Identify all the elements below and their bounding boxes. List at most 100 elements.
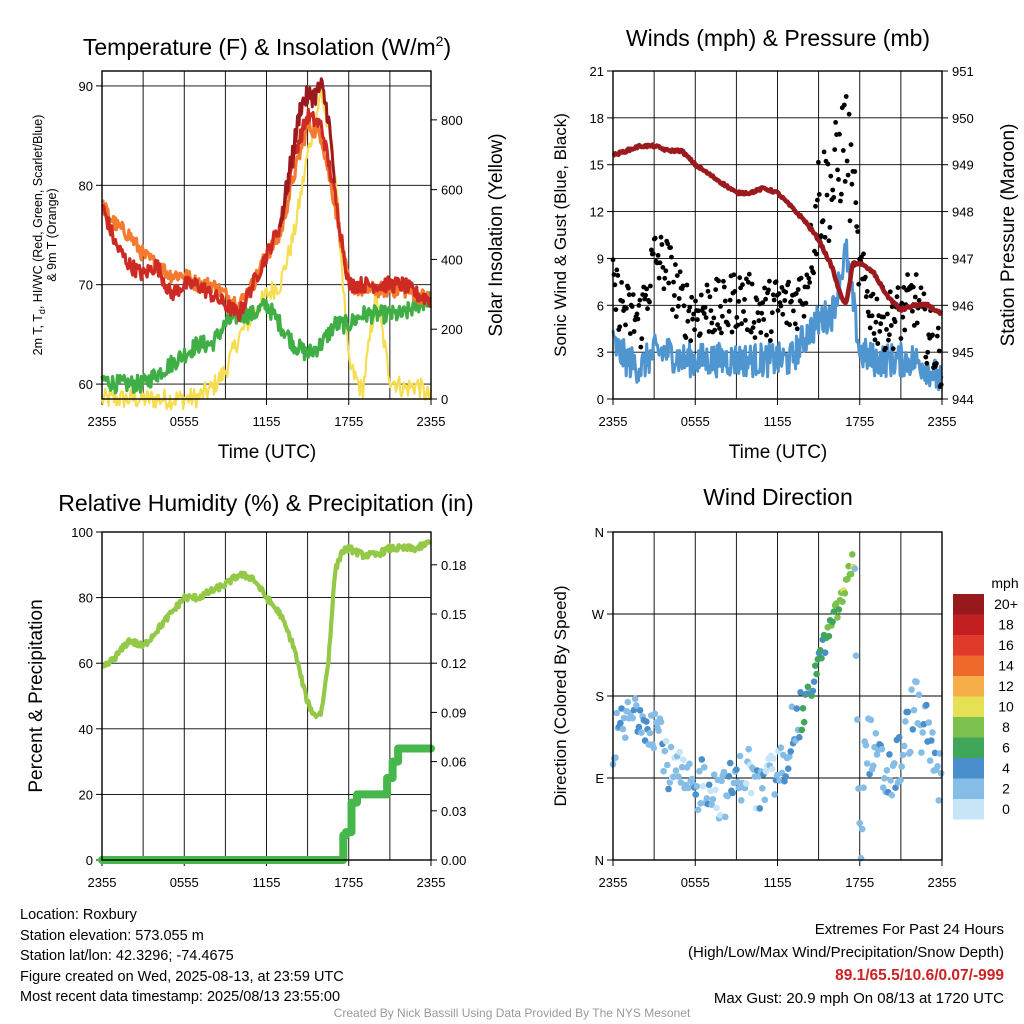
gust-point [762, 285, 767, 291]
direction-point [622, 734, 629, 741]
legend-swatch [953, 717, 984, 738]
temperature-ylabel-line2: & 9m T (Orange) [45, 188, 59, 281]
direction-point [629, 714, 636, 722]
direction-point [862, 741, 870, 749]
gust-point [814, 251, 819, 257]
gust-point [910, 308, 915, 314]
direction-point [742, 780, 750, 787]
direction-point [618, 705, 625, 712]
gust-point [889, 304, 895, 310]
gust-point [865, 309, 871, 315]
y2-tick-label: 800 [441, 113, 463, 128]
x-tick-label: 0555 [681, 875, 710, 890]
gust-point [831, 195, 837, 200]
gust-point [612, 282, 618, 288]
direction-point [726, 759, 734, 767]
direction-point [854, 716, 861, 723]
y2-tick-label: 0 [441, 392, 448, 407]
gust-point [875, 341, 881, 346]
direction-point [688, 775, 696, 783]
direction-chart-title: Wind Direction [703, 484, 853, 510]
gust-point [840, 148, 846, 153]
gust-point [729, 329, 735, 335]
direction-point [650, 744, 657, 752]
gust-point [855, 229, 861, 235]
gust-point [874, 296, 880, 302]
gust-point [676, 296, 682, 301]
gust-point [675, 303, 681, 309]
station-latlon: Station lat/lon: 42.3296; -74.4675 [20, 948, 234, 964]
direction-point [782, 773, 789, 780]
gust-point [629, 304, 635, 309]
direction-point [720, 768, 728, 776]
gust-point [760, 300, 766, 306]
direction-point [678, 763, 686, 771]
direction-point [761, 796, 769, 804]
gust-point [615, 273, 621, 278]
gust-point [717, 326, 722, 331]
y-tick-label: 80 [79, 591, 93, 606]
direction-point [709, 796, 717, 803]
direction-point [762, 767, 770, 775]
direction-point [771, 791, 778, 798]
direction-point [729, 789, 736, 797]
direction-point [813, 670, 820, 678]
direction-point [852, 652, 860, 659]
plot-frame [612, 531, 943, 861]
gust-point [912, 294, 918, 300]
direction-point [693, 783, 701, 790]
gust-point [890, 346, 896, 352]
direction-point [928, 737, 935, 744]
direction-point [797, 689, 804, 696]
direction-point [620, 714, 628, 722]
gust-point [684, 282, 690, 288]
direction-point [845, 562, 852, 570]
direction-point [863, 760, 871, 767]
gust-point [648, 283, 653, 289]
gust-point [726, 309, 732, 314]
direction-point [697, 800, 704, 807]
heat-index-line [278, 77, 336, 228]
legend-label: 14 [998, 658, 1014, 674]
gust-point [805, 284, 811, 290]
gust-point [719, 330, 724, 336]
credit-line: Created By Nick Bassill Using Data Provi… [333, 1006, 691, 1020]
gust-point [854, 224, 860, 230]
gust-point [916, 298, 922, 303]
gust-point [668, 245, 673, 251]
gust-point [643, 292, 648, 298]
gust-point [669, 254, 674, 260]
gust-point [782, 298, 788, 303]
gust-point [913, 272, 919, 277]
gust-point [759, 310, 765, 316]
direction-point [867, 716, 875, 724]
gust-point [709, 320, 715, 326]
direction-point [655, 727, 662, 734]
winds-xlabel: Time (UTC) [729, 442, 828, 463]
gust-point [924, 360, 930, 366]
direction-point [710, 771, 718, 778]
gust-point [712, 327, 718, 333]
gust-point [885, 311, 890, 317]
gust-point [642, 296, 648, 302]
gust-point [892, 319, 898, 325]
extremes-values: 89.1/65.5/10.6/0.07/-999 [835, 967, 1004, 984]
gust-point [743, 317, 748, 323]
direction-point [849, 551, 856, 558]
direction-ylabel: Direction (Colored By Speed) [551, 585, 570, 806]
x-tick-label: 2355 [88, 875, 117, 890]
gust-point [706, 329, 712, 334]
gust-point [748, 329, 754, 335]
gust-point [867, 325, 873, 331]
direction-point [915, 691, 923, 699]
direction-point [929, 729, 936, 736]
gust-point [740, 282, 745, 288]
direction-point [612, 754, 619, 761]
gust-point [898, 336, 904, 341]
direction-point [899, 751, 907, 759]
gust-point [787, 322, 792, 328]
gust-point [878, 321, 884, 327]
gust-point [836, 177, 841, 182]
x-tick-label: 1755 [334, 414, 363, 429]
gust-point [778, 303, 784, 309]
